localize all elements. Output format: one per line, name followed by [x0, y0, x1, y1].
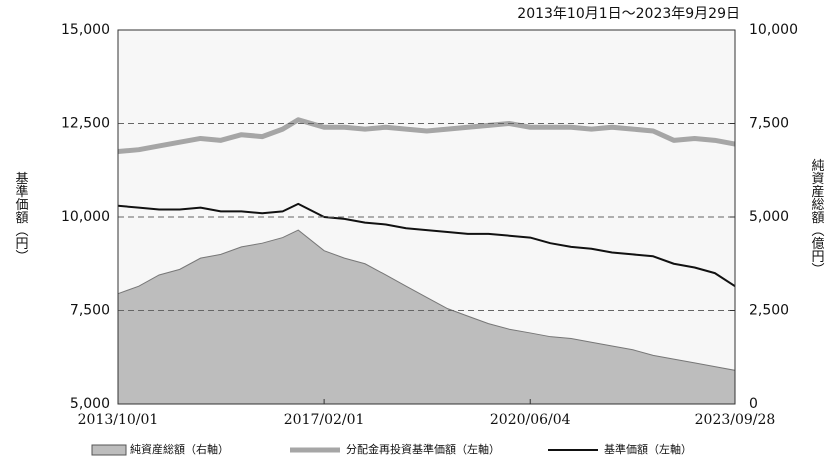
plot-border: [117, 29, 736, 405]
area: [117, 229, 736, 405]
y2-axis-label: 純資産総額（億円）: [809, 159, 825, 276]
chart-title: 2013年10月1日～2023年9月29日: [517, 6, 740, 22]
x-tick-label: 2013/10/01: [78, 412, 159, 428]
y-tick-label: 5,000: [70, 396, 110, 412]
y2-tick-label: 5,000: [749, 209, 789, 225]
y-tick-label: 15,000: [61, 22, 110, 38]
y-tick-label: 7,500: [70, 303, 110, 319]
y2-tick-label: 10,000: [749, 22, 798, 38]
y2-tick-label: 2,500: [749, 303, 789, 319]
legend-swatch: [91, 444, 127, 456]
y2-tick-label: 7,500: [749, 116, 789, 132]
line: [117, 202, 736, 288]
y2-tick-label: 0: [749, 396, 758, 412]
x-tick-label: 2017/02/01: [284, 412, 365, 428]
y-tick-label: 12,500: [61, 116, 110, 132]
line: [117, 117, 736, 155]
y-tick-label: 10,000: [61, 209, 110, 225]
y-axis-label: 基準価額（円）: [13, 172, 29, 263]
legend-label: 分配金再投資基準価額（左軸）: [346, 442, 500, 456]
x-tick-label: 2023/09/28: [695, 412, 776, 428]
x-tick-label: 2020/06/04: [490, 412, 571, 428]
legend-label: 基準価額（左軸）: [604, 442, 692, 456]
legend-label: 純資産総額（右軸）: [130, 442, 229, 456]
